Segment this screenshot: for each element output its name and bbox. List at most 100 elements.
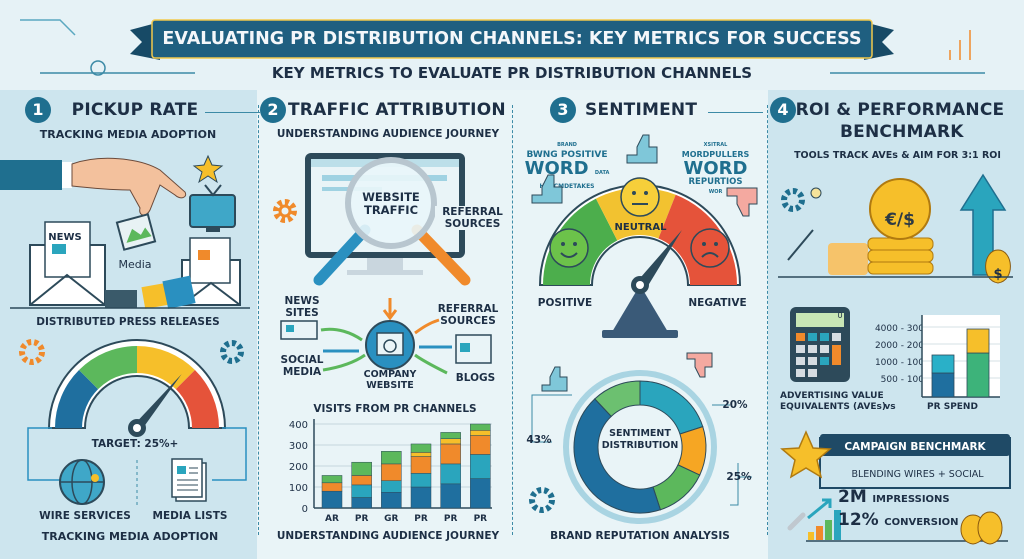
wire-and-lists-icons <box>59 458 207 505</box>
connector-line <box>205 112 260 113</box>
bar-segment <box>351 497 372 509</box>
campaign-title: CAMPAIGN BENCHMARK <box>844 441 986 453</box>
sentiment-donut-chart <box>529 352 752 524</box>
section-footer: BRAND REPUTATION ANALYSIS <box>550 530 730 542</box>
eye <box>702 242 706 246</box>
y-tick-label: 100 <box>289 483 308 494</box>
referral-sources-label: REFERRAL SOURCES <box>435 206 510 230</box>
word: MORDPULLERS <box>681 150 750 159</box>
gauge-segment <box>79 346 137 390</box>
website-traffic-illustration <box>273 153 471 286</box>
metric-value: 12% <box>838 510 879 530</box>
gauge-segment <box>55 370 99 428</box>
word: BWNG POSITIVE <box>526 150 608 160</box>
tick-label: 500 - 100 <box>880 375 924 385</box>
gauge-hub-center <box>636 281 644 289</box>
thumbs-down-icon <box>726 187 758 217</box>
money-bags-icon <box>960 511 1003 545</box>
happy-face-icon <box>549 228 589 268</box>
coin-icon <box>869 178 931 240</box>
radio-icon <box>105 290 137 308</box>
section-number: 3 <box>550 97 576 123</box>
label-line: SOCIAL <box>280 354 324 366</box>
connector-line <box>27 427 247 481</box>
star-icon <box>780 430 832 479</box>
bar-segment <box>470 454 491 479</box>
tv-icon <box>189 184 236 232</box>
sentiment-gauge <box>531 134 758 338</box>
gear-icon <box>273 199 297 223</box>
section-subtitle: UNDERSTANDING AUDIENCE JOURNEY <box>276 128 500 140</box>
rocket-icon <box>787 512 806 531</box>
label-line: REFERRAL <box>437 303 499 315</box>
x-tick-label: PR <box>355 514 369 524</box>
section-subtitle: TRACKING MEDIA ADOPTION <box>39 128 217 141</box>
blog-icon <box>455 334 492 364</box>
bar-segment <box>351 475 372 486</box>
word: DATA <box>594 170 610 176</box>
metric-label: CONVERSION <box>884 517 959 528</box>
ave-label: ADVERTISING VALUE EQUIVALENTS (AVEs) <box>780 391 900 413</box>
visits-stacked-bar-chart: 0 100 200 300 400 AR PR GR PR PR PR <box>289 419 492 524</box>
bar-segment <box>410 486 432 509</box>
label-line: TRAFFIC <box>363 203 419 217</box>
y-tick-label: 200 <box>289 462 308 473</box>
word-cloud-left: BRAND BWNG POSITIVE WORD DATA HOTCMDETAK… <box>522 140 612 192</box>
gear-icon <box>781 188 805 212</box>
eye <box>561 242 565 246</box>
bar-segment <box>381 480 402 493</box>
bar-segment <box>410 473 432 488</box>
divider <box>512 105 513 535</box>
word: XSITRAL <box>703 142 728 148</box>
x-tick-label: GR <box>384 514 398 524</box>
arrow-icon <box>414 318 440 335</box>
section-title: SENTIMENT <box>585 100 698 120</box>
media-label: Media <box>118 258 152 271</box>
label-line: MEDIA <box>282 366 322 378</box>
label-line: WEBSITE <box>362 190 420 204</box>
word: HOTCMDETAKES <box>539 183 595 190</box>
bar-segment <box>381 463 402 481</box>
leader-line <box>531 394 752 506</box>
negative-label: NEGATIVE <box>688 297 747 309</box>
news-label: NEWS <box>48 232 82 243</box>
traffic-flow-diagram <box>280 298 492 375</box>
donut-slice <box>639 380 704 435</box>
pct-label-20: 20% <box>722 399 748 411</box>
gauge-needle <box>634 230 682 289</box>
news-sites-icon <box>280 320 318 340</box>
growth-bars-icon <box>808 510 841 540</box>
metric-value: 2M <box>838 487 867 507</box>
divider <box>258 105 259 535</box>
donut-outer-ring <box>563 370 717 524</box>
chart-title: VISITS FROM PR CHANNELS <box>313 403 477 415</box>
eye <box>573 242 577 246</box>
x-tick-label: AR <box>325 514 339 524</box>
label-line: WEBSITE <box>366 380 414 391</box>
banner-title: EVALUATING PR DISTRIBUTION CHANNELS: KEY… <box>162 29 862 49</box>
campaign-benchmark-card <box>780 430 1011 545</box>
bar-segment <box>410 443 432 453</box>
label-line: SOURCES <box>444 218 501 230</box>
campaign-subtitle: BLENDING WIRES + SOCIAL <box>851 469 984 480</box>
label-line: DISTRIBUTION <box>601 440 679 451</box>
label-line: ADVERTISING VALUE <box>780 391 884 401</box>
bar-segment <box>381 492 402 509</box>
x-tick-label: PR <box>474 514 488 524</box>
bar-segment <box>321 475 343 484</box>
globe-icon <box>59 459 105 505</box>
media-lists-icon <box>171 458 207 502</box>
caption-distributed-press-releases: DISTRIBUTED PRESS RELEASES <box>36 316 220 328</box>
gauge-segment <box>175 370 219 428</box>
social-media-label: SOCIAL MEDIA <box>272 354 332 378</box>
bar-segment <box>470 430 491 436</box>
tick-label: 4000 - 300 <box>874 324 924 334</box>
neutral-face-icon <box>620 177 660 217</box>
ave-axis-labels: 4000 - 300 2000 - 200 1000 - 100 500 - 1… <box>852 321 924 389</box>
target-label: TARGET: 25%+ <box>91 438 179 450</box>
star-icon <box>192 154 224 184</box>
label-line: REFERRAL <box>442 206 503 218</box>
rss-icon <box>162 275 196 309</box>
bar-segment <box>966 352 990 398</box>
arrow-icon <box>322 353 366 372</box>
